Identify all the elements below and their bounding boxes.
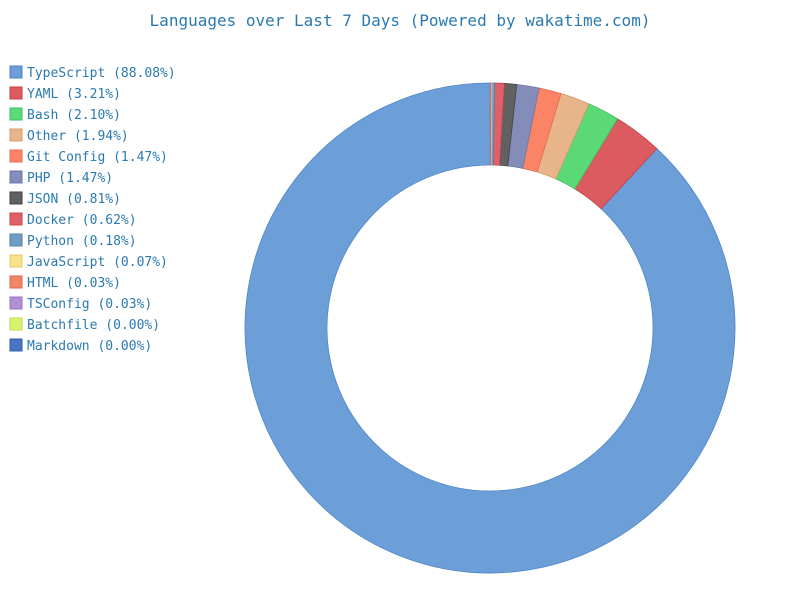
legend: TypeScript (88.08%) YAML (3.21%) Bash (2.1…: [9, 65, 176, 354]
legend-item-typescript: TypeScript (88.08%): [9, 65, 176, 81]
donut-slices: [244, 82, 736, 574]
legend-swatch-tsconfig: [9, 296, 23, 310]
legend-item-php: PHP (1.47%): [9, 170, 113, 186]
slice-typescript: [244, 82, 736, 574]
legend-swatch-php: [9, 170, 23, 184]
legend-label-bash: Bash (2.10%): [27, 108, 121, 123]
legend-item-batchfile: Batchfile (0.00%): [9, 317, 160, 333]
legend-swatch-other: [9, 128, 23, 142]
legend-label-html: HTML (0.03%): [27, 276, 121, 291]
legend-item-markdown: Markdown (0.00%): [9, 338, 152, 354]
legend-item-other: Other (1.94%): [9, 128, 129, 144]
legend-swatch-javascript: [9, 254, 23, 268]
legend-item-yaml: YAML (3.21%): [9, 86, 121, 102]
legend-label-other: Other (1.94%): [27, 129, 129, 144]
legend-swatch-yaml: [9, 86, 23, 100]
legend-swatch-html: [9, 275, 23, 289]
legend-label-tsconfig: TSConfig (0.03%): [27, 297, 152, 312]
legend-swatch-batchfile: [9, 317, 23, 331]
legend-swatch-docker: [9, 212, 23, 226]
legend-label-typescript: TypeScript (88.08%): [27, 66, 176, 81]
legend-item-git-config: Git Config (1.47%): [9, 149, 168, 165]
legend-label-markdown: Markdown (0.00%): [27, 339, 152, 354]
legend-label-batchfile: Batchfile (0.00%): [27, 318, 160, 333]
legend-label-docker: Docker (0.62%): [27, 213, 137, 228]
legend-swatch-git-config: [9, 149, 23, 163]
chart-title: Languages over Last 7 Days (Powered by w…: [150, 11, 651, 30]
legend-item-html: HTML (0.03%): [9, 275, 121, 291]
legend-item-tsconfig: TSConfig (0.03%): [9, 296, 152, 312]
legend-item-bash: Bash (2.10%): [9, 107, 121, 123]
legend-label-json: JSON (0.81%): [27, 192, 121, 207]
legend-swatch-bash: [9, 107, 23, 121]
legend-item-json: JSON (0.81%): [9, 191, 121, 207]
legend-label-git-config: Git Config (1.47%): [27, 150, 168, 165]
legend-item-javascript: JavaScript (0.07%): [9, 254, 168, 270]
legend-item-docker: Docker (0.62%): [9, 212, 137, 228]
legend-label-javascript: JavaScript (0.07%): [27, 255, 168, 270]
legend-label-python: Python (0.18%): [27, 234, 137, 249]
legend-swatch-python: [9, 233, 23, 247]
legend-item-python: Python (0.18%): [9, 233, 137, 249]
legend-swatch-markdown: [9, 338, 23, 352]
legend-swatch-typescript: [9, 65, 23, 79]
legend-swatch-json: [9, 191, 23, 205]
legend-label-php: PHP (1.47%): [27, 171, 113, 186]
legend-label-yaml: YAML (3.21%): [27, 87, 121, 102]
